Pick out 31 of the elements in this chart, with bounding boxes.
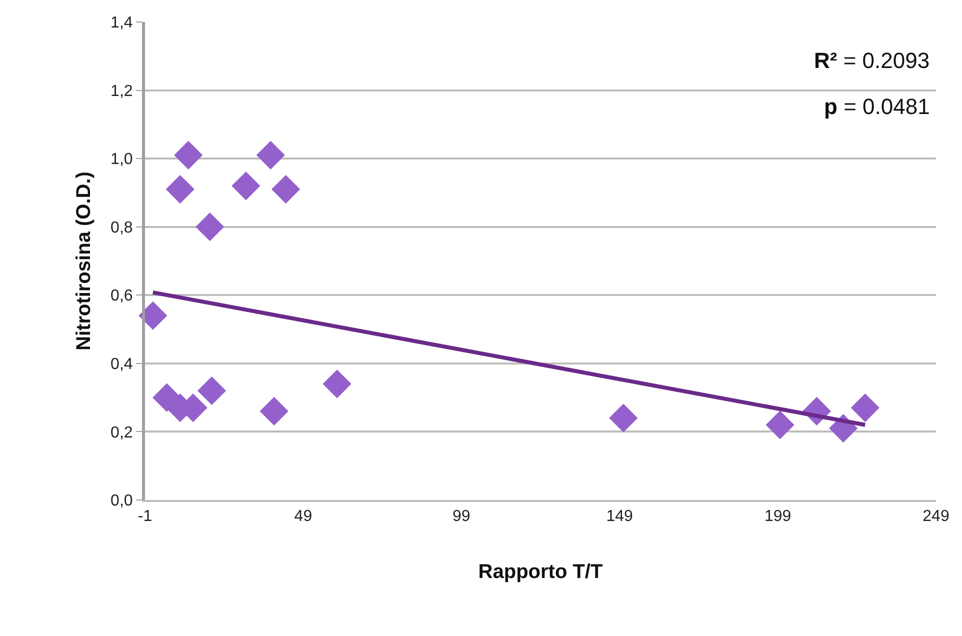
point [850,394,880,422]
x-tick-label: 149 [606,508,634,526]
point [260,396,288,426]
y-tick-label: 0,2 [110,424,133,442]
x-axis-title: Rapporto T/T [478,561,603,584]
point [322,370,352,398]
point [166,175,194,204]
annotation: p = 0.0481 [824,94,930,119]
y-tick-label: 1,4 [110,14,133,32]
point [196,212,224,242]
point [256,140,285,170]
y-tick-label: 0,6 [110,288,133,305]
x-tick-label: 49 [294,508,312,526]
y-tick-label: 0,0 [110,492,133,510]
y-tick-label: 1,2 [110,82,133,100]
x-tick-label: 99 [452,508,470,526]
y-tick-label: 0,8 [110,219,133,236]
annotation: R² = 0.2093 [814,48,930,73]
point [232,172,260,200]
x-tick-label: 249 [922,508,950,526]
point [197,376,226,406]
point [766,410,794,440]
point [272,175,300,204]
x-tick-label: 199 [764,508,792,526]
y-tick-label: 1,0 [110,151,133,168]
x-tick-label: -1 [138,508,152,526]
y-tick-label: 0,4 [110,356,133,374]
y-axis-title: Nitrotirosina (O.D.) [73,172,96,350]
point [138,301,168,330]
point [174,140,203,170]
point [609,404,638,432]
